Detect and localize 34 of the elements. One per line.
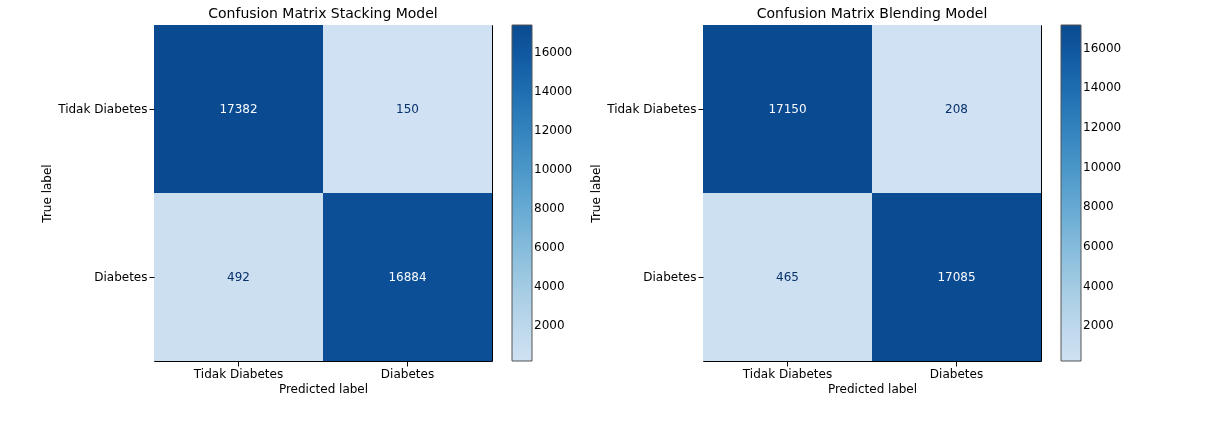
data-label: 208 bbox=[945, 102, 968, 116]
chart-title: Confusion Matrix Blending Model bbox=[756, 5, 988, 21]
x-tick-label: Tidak Diabetes bbox=[192, 366, 284, 381]
chart-title: Confusion Matrix Stacking Model bbox=[208, 5, 438, 21]
y-axis-title: True label bbox=[589, 164, 604, 224]
data-label: 17085 bbox=[937, 270, 976, 284]
data-label: 16884 bbox=[388, 270, 427, 284]
color-bar-label: 14000 bbox=[1083, 80, 1122, 95]
color-bar-label: 8000 bbox=[534, 200, 565, 215]
x-tick-label: Diabetes bbox=[929, 366, 984, 381]
x-tick-label: Tidak Diabetes bbox=[741, 366, 833, 381]
data-label: 492 bbox=[227, 270, 250, 284]
color-bar-label: 12000 bbox=[1083, 120, 1122, 135]
color-bar-label: 8000 bbox=[1083, 199, 1114, 214]
color-bar-label: 10000 bbox=[534, 161, 573, 176]
color-bar-label: 4000 bbox=[534, 278, 565, 293]
data-label: 17382 bbox=[219, 102, 258, 116]
color-bar-label: 16000 bbox=[1083, 40, 1122, 55]
color-bar-label: 2000 bbox=[534, 317, 565, 332]
color-bar-label: 10000 bbox=[1083, 159, 1122, 174]
x-axis-title: Predicted label bbox=[278, 381, 369, 396]
color-bar-label: 14000 bbox=[534, 83, 573, 98]
color-bar-label: 4000 bbox=[1083, 278, 1114, 293]
data-label: 17150 bbox=[768, 102, 807, 116]
y-axis-title: True label bbox=[40, 164, 55, 224]
data-label: 150 bbox=[396, 102, 419, 116]
x-tick-label: Diabetes bbox=[380, 366, 435, 381]
color-bar-label: 6000 bbox=[534, 239, 565, 254]
color-bar-label: 12000 bbox=[534, 122, 573, 137]
color-bar-label: 2000 bbox=[1083, 318, 1114, 333]
x-axis-title: Predicted label bbox=[827, 381, 918, 396]
color-bar-label: 6000 bbox=[1083, 239, 1114, 254]
color-bar-label: 16000 bbox=[534, 44, 573, 59]
data-label: 465 bbox=[776, 270, 799, 284]
